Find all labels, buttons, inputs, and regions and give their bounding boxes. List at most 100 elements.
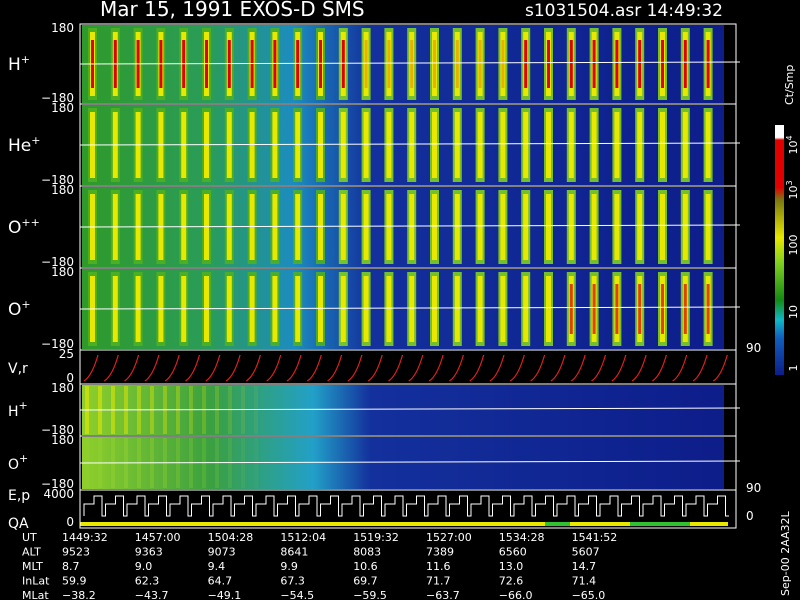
spectral-band (547, 202, 550, 252)
row-value: 14.7 (572, 560, 597, 573)
spectral-band (296, 284, 300, 334)
spectral-band (524, 284, 528, 334)
panel-label-text: H (8, 55, 21, 75)
colorbar-label-base: 10 (787, 141, 800, 155)
spectral-band (455, 40, 459, 88)
y-tick-label: −180 (41, 477, 74, 491)
colorbar-title: Ct/Smp (783, 65, 796, 105)
qa-bar (545, 522, 570, 526)
center-line (79, 224, 741, 228)
y-tick-label: 180 (51, 21, 74, 35)
spectral-band (524, 120, 528, 170)
spectral-band (387, 120, 391, 170)
row-value: 6560 (499, 546, 527, 559)
spectral-band (296, 120, 300, 170)
spectral-band (364, 120, 368, 170)
panel-frame (79, 489, 737, 529)
row-value: 1449:32 (62, 531, 108, 544)
spectral-band (341, 202, 345, 252)
colorbar-label-base: 1 (787, 365, 800, 372)
spectral-band (296, 202, 300, 252)
row-value: 71.7 (426, 575, 451, 588)
panel-label: O++ (8, 216, 40, 238)
spectral-band (683, 202, 687, 252)
panel-label-sup: + (21, 298, 30, 311)
spectral-band (410, 202, 414, 252)
qa-bar (80, 522, 728, 526)
y-tick-label: −180 (41, 91, 74, 105)
row-value: 13.0 (499, 560, 524, 573)
row-label: UT (22, 531, 37, 544)
spectral-band (319, 40, 322, 88)
panel-label-text: V,r (8, 361, 28, 377)
spectral-band (254, 386, 258, 434)
y-tick-label: 25 (59, 347, 74, 361)
row-value: −63.7 (426, 589, 460, 600)
row-value: 8083 (353, 546, 381, 559)
spectral-band (592, 40, 596, 88)
panel-label: V,r (8, 361, 28, 377)
row-value: 1527:00 (426, 531, 472, 544)
panel-label-sup: + (19, 452, 28, 465)
spectral-band (296, 40, 300, 88)
center-line (79, 61, 741, 65)
center-line (79, 142, 741, 146)
spectral-band (638, 120, 642, 170)
row-value: 1541:52 (572, 531, 618, 544)
spectral-band (683, 284, 687, 334)
panel-label-sup: ++ (21, 216, 39, 229)
row-value: 1504:28 (208, 531, 254, 544)
panel-label: H+ (8, 53, 30, 75)
spectral-band (638, 284, 642, 334)
spectral-band (661, 120, 664, 170)
spectral-band (547, 284, 550, 334)
spectral-band (254, 438, 258, 488)
y-tick-label: −180 (41, 337, 74, 351)
colorbar-label-base: 100 (787, 235, 800, 256)
energy-steps (83, 495, 729, 517)
row-value: 9.4 (208, 560, 226, 573)
spectral-band (501, 202, 505, 252)
panel-label-sup: + (21, 53, 30, 66)
row-value: 7389 (426, 546, 454, 559)
spectral-band (387, 202, 391, 252)
spectral-band (478, 284, 482, 334)
row-value: 1457:00 (135, 531, 181, 544)
spectral-band (615, 40, 619, 88)
spectral-band (410, 120, 414, 170)
spectral-band (683, 40, 687, 88)
row-value: −49.1 (208, 589, 242, 600)
spectral-band (341, 284, 345, 334)
panel-label-text: He (8, 136, 31, 156)
spectral-band (387, 284, 391, 334)
spectral-band (592, 202, 596, 252)
spectral-band (615, 284, 619, 334)
row-value: 62.3 (135, 575, 160, 588)
spectral-band (387, 40, 391, 88)
spectral-band (661, 202, 664, 252)
spectral-band (706, 120, 710, 170)
row-value: 9.9 (280, 560, 298, 573)
row-value: 1519:32 (353, 531, 399, 544)
spectral-band (683, 120, 687, 170)
colorbar-label-sup: 3 (785, 180, 794, 185)
right-tick-label: 90 (746, 341, 761, 355)
spectral-band (706, 284, 710, 334)
row-value: −65.0 (572, 589, 606, 600)
row-value: 67.3 (280, 575, 305, 588)
row-value: 72.6 (499, 575, 524, 588)
colorbar-label: 10 (787, 305, 800, 319)
row-value: 59.9 (62, 575, 87, 588)
row-value: 71.4 (572, 575, 597, 588)
spectral-band (501, 284, 505, 334)
panel-label-text: H (8, 404, 19, 420)
spectral-band (524, 40, 528, 88)
panel-label: H+ (8, 399, 28, 420)
row-value: 5607 (572, 546, 600, 559)
panel-label: E,p (8, 488, 30, 504)
spectral-band (547, 40, 550, 88)
spectral-band (661, 284, 664, 334)
spectral-band (706, 40, 710, 88)
row-value: −59.5 (353, 589, 387, 600)
row-label: MLT (22, 560, 43, 573)
